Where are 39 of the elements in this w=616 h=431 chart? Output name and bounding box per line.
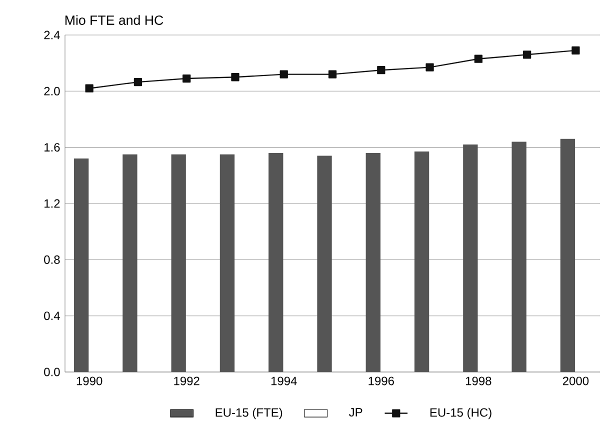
x-tick-label: 2000 — [562, 376, 589, 386]
bar — [463, 144, 478, 372]
point — [134, 78, 142, 86]
y-tick-label: 0.0 — [44, 368, 60, 376]
legend-label: JP — [349, 408, 362, 417]
point — [522, 50, 532, 59]
point — [377, 66, 386, 74]
bar — [268, 152, 284, 372]
y-axis-title: Mio FTE and HC — [65, 15, 164, 25]
point — [85, 84, 94, 92]
x-tick-label: 1998 — [466, 376, 492, 386]
bar — [366, 152, 380, 372]
legend-label: EU-15 (FTE) — [216, 408, 282, 420]
point — [426, 63, 434, 72]
bar — [317, 156, 332, 372]
bar — [512, 142, 526, 372]
y-tick-label: 0.8 — [44, 255, 60, 264]
bar — [414, 152, 430, 372]
point — [328, 70, 337, 78]
y-tick-label: 1.6 — [44, 143, 60, 152]
bar — [171, 154, 186, 372]
bar — [220, 154, 235, 372]
legend-label: EU-15 (HC) — [430, 408, 492, 420]
y-tick-label: 2.0 — [44, 86, 60, 96]
point — [280, 70, 288, 78]
point — [474, 54, 482, 63]
point — [231, 73, 240, 82]
bar — [74, 158, 89, 372]
x-tick-label: 1990 — [76, 376, 102, 386]
x-tick-label: 1996 — [368, 376, 394, 386]
x-tick-label: 1992 — [174, 376, 200, 386]
point — [572, 46, 580, 55]
point — [182, 74, 191, 83]
y-tick-label: 1.2 — [44, 199, 60, 208]
y-tick-label: 0.4 — [44, 312, 60, 320]
x-tick-label: 1994 — [271, 376, 297, 386]
y-tick-label: 2.4 — [44, 30, 60, 40]
bar — [122, 154, 138, 372]
bar — [560, 138, 576, 372]
